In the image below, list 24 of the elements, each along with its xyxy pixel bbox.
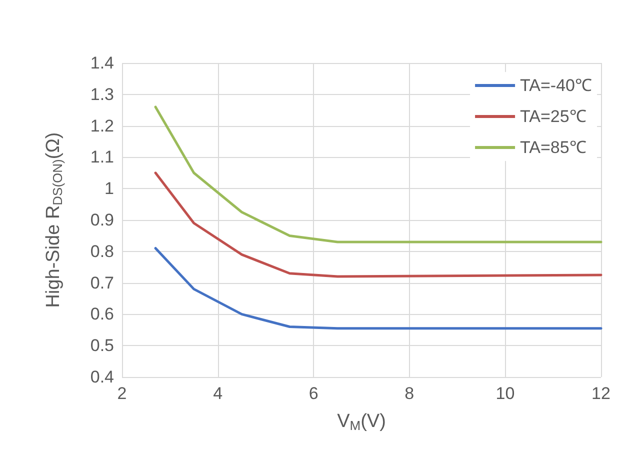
x-tick-label: 2 bbox=[117, 384, 127, 403]
line-series bbox=[154, 247, 602, 330]
y-tick-label: 1 bbox=[104, 179, 114, 198]
line-series bbox=[154, 106, 602, 244]
y-tick-label: 0.8 bbox=[90, 242, 114, 261]
y-tick-label: 1.4 bbox=[90, 54, 114, 72]
y-tick-label: 0.4 bbox=[90, 368, 114, 386]
legend-label: TA=-40℃ bbox=[520, 76, 592, 95]
y-tick-label: 1.1 bbox=[90, 148, 114, 167]
x-tick-label: 8 bbox=[404, 384, 414, 403]
y-tick-label: 0.9 bbox=[90, 210, 114, 230]
y-tick-label: 1.2 bbox=[90, 116, 114, 136]
legend-label: TA=25℃ bbox=[520, 107, 586, 126]
x-tick-label: 10 bbox=[496, 384, 515, 403]
y-tick-label: 0.6 bbox=[90, 304, 114, 324]
y-tick-label: 0.7 bbox=[90, 273, 114, 292]
y-tick-label: 0.5 bbox=[90, 336, 114, 356]
legend-label: TA=85℃ bbox=[520, 138, 586, 157]
line-series bbox=[154, 172, 602, 278]
y-tick-label: 1.3 bbox=[90, 84, 114, 104]
x-tick-label: 4 bbox=[213, 384, 223, 403]
x-tick-label: 12 bbox=[592, 384, 610, 403]
x-tick-label: 6 bbox=[308, 384, 318, 403]
y-axis-title: High-Side RDS(ON)(Ω) bbox=[43, 132, 65, 308]
